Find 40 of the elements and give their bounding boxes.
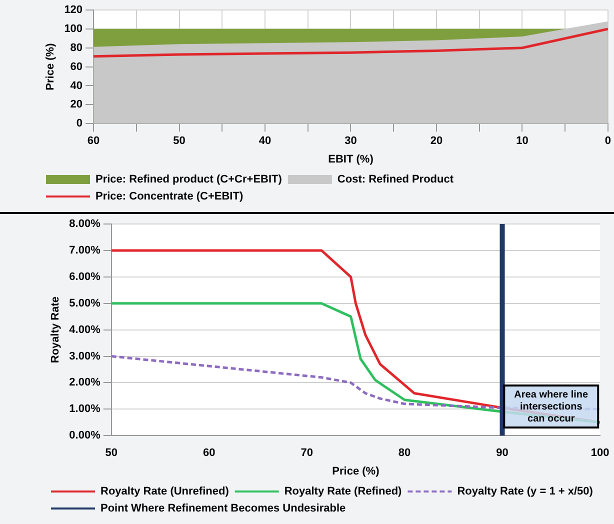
legend-label: Cost: Refined Product — [337, 174, 454, 186]
legend-label: Royalty Rate (Unrefined) — [100, 486, 230, 498]
y-tick-label: 5.00% — [69, 297, 101, 310]
x-tick-label: 20 — [430, 135, 443, 148]
x-tick-label: 50 — [105, 447, 118, 460]
x-axis-title: Price (%) — [332, 465, 380, 478]
y-tick-label: 40 — [70, 80, 83, 92]
y-tick-label: 7.00% — [69, 244, 101, 256]
y-tick-label: 100 — [64, 22, 83, 35]
y-tick-label: 8.00% — [69, 218, 101, 230]
legend-label: Point Where Refinement Becomes Undesirable — [100, 502, 346, 515]
y-tick-label: 2.00% — [69, 376, 101, 389]
x-tick-label: 70 — [300, 447, 313, 460]
x-tick-label: 10 — [516, 135, 528, 148]
x-tick-label: 50 — [173, 135, 186, 148]
x-tick-label: 0 — [604, 135, 612, 148]
x-axis-title: EBIT (%) — [328, 153, 374, 166]
y-tick-label: 120 — [64, 4, 83, 16]
y-tick-label: 20 — [70, 98, 83, 111]
y-tick-label: 80 — [70, 42, 83, 54]
x-tick-label: 80 — [398, 447, 411, 460]
annotation: Area where line intersections can occur — [514, 389, 589, 424]
x-tick-label: 100 — [590, 447, 610, 460]
legend-label: Price: Concentrate (C+EBIT) — [96, 190, 244, 203]
legend-label: Price: Refined product (C+Cr+EBIT) — [96, 174, 282, 186]
y-tick-label: 0 — [76, 118, 83, 130]
legend-label: Royalty Rate (y = 1 + x/50) — [457, 486, 594, 498]
y-axis-title: Royalty Rate — [50, 296, 62, 364]
y-tick-label: 60 — [70, 60, 83, 73]
y-tick-label: 6.00% — [69, 270, 101, 283]
y-tick-label: 0.00% — [69, 430, 101, 442]
x-tick-label: 30 — [344, 135, 357, 148]
x-tick-label: 40 — [258, 135, 272, 148]
y-tick-label: 4.00% — [69, 324, 101, 336]
y-tick-label: 3.00% — [69, 350, 101, 362]
y-axis-title: Price (%) — [44, 42, 57, 90]
x-tick-label: 60 — [202, 447, 216, 460]
legend-label: Royalty Rate (Refined) — [284, 486, 402, 498]
x-tick-label: 90 — [496, 447, 508, 460]
y-tick-label: 1.00% — [69, 403, 101, 416]
